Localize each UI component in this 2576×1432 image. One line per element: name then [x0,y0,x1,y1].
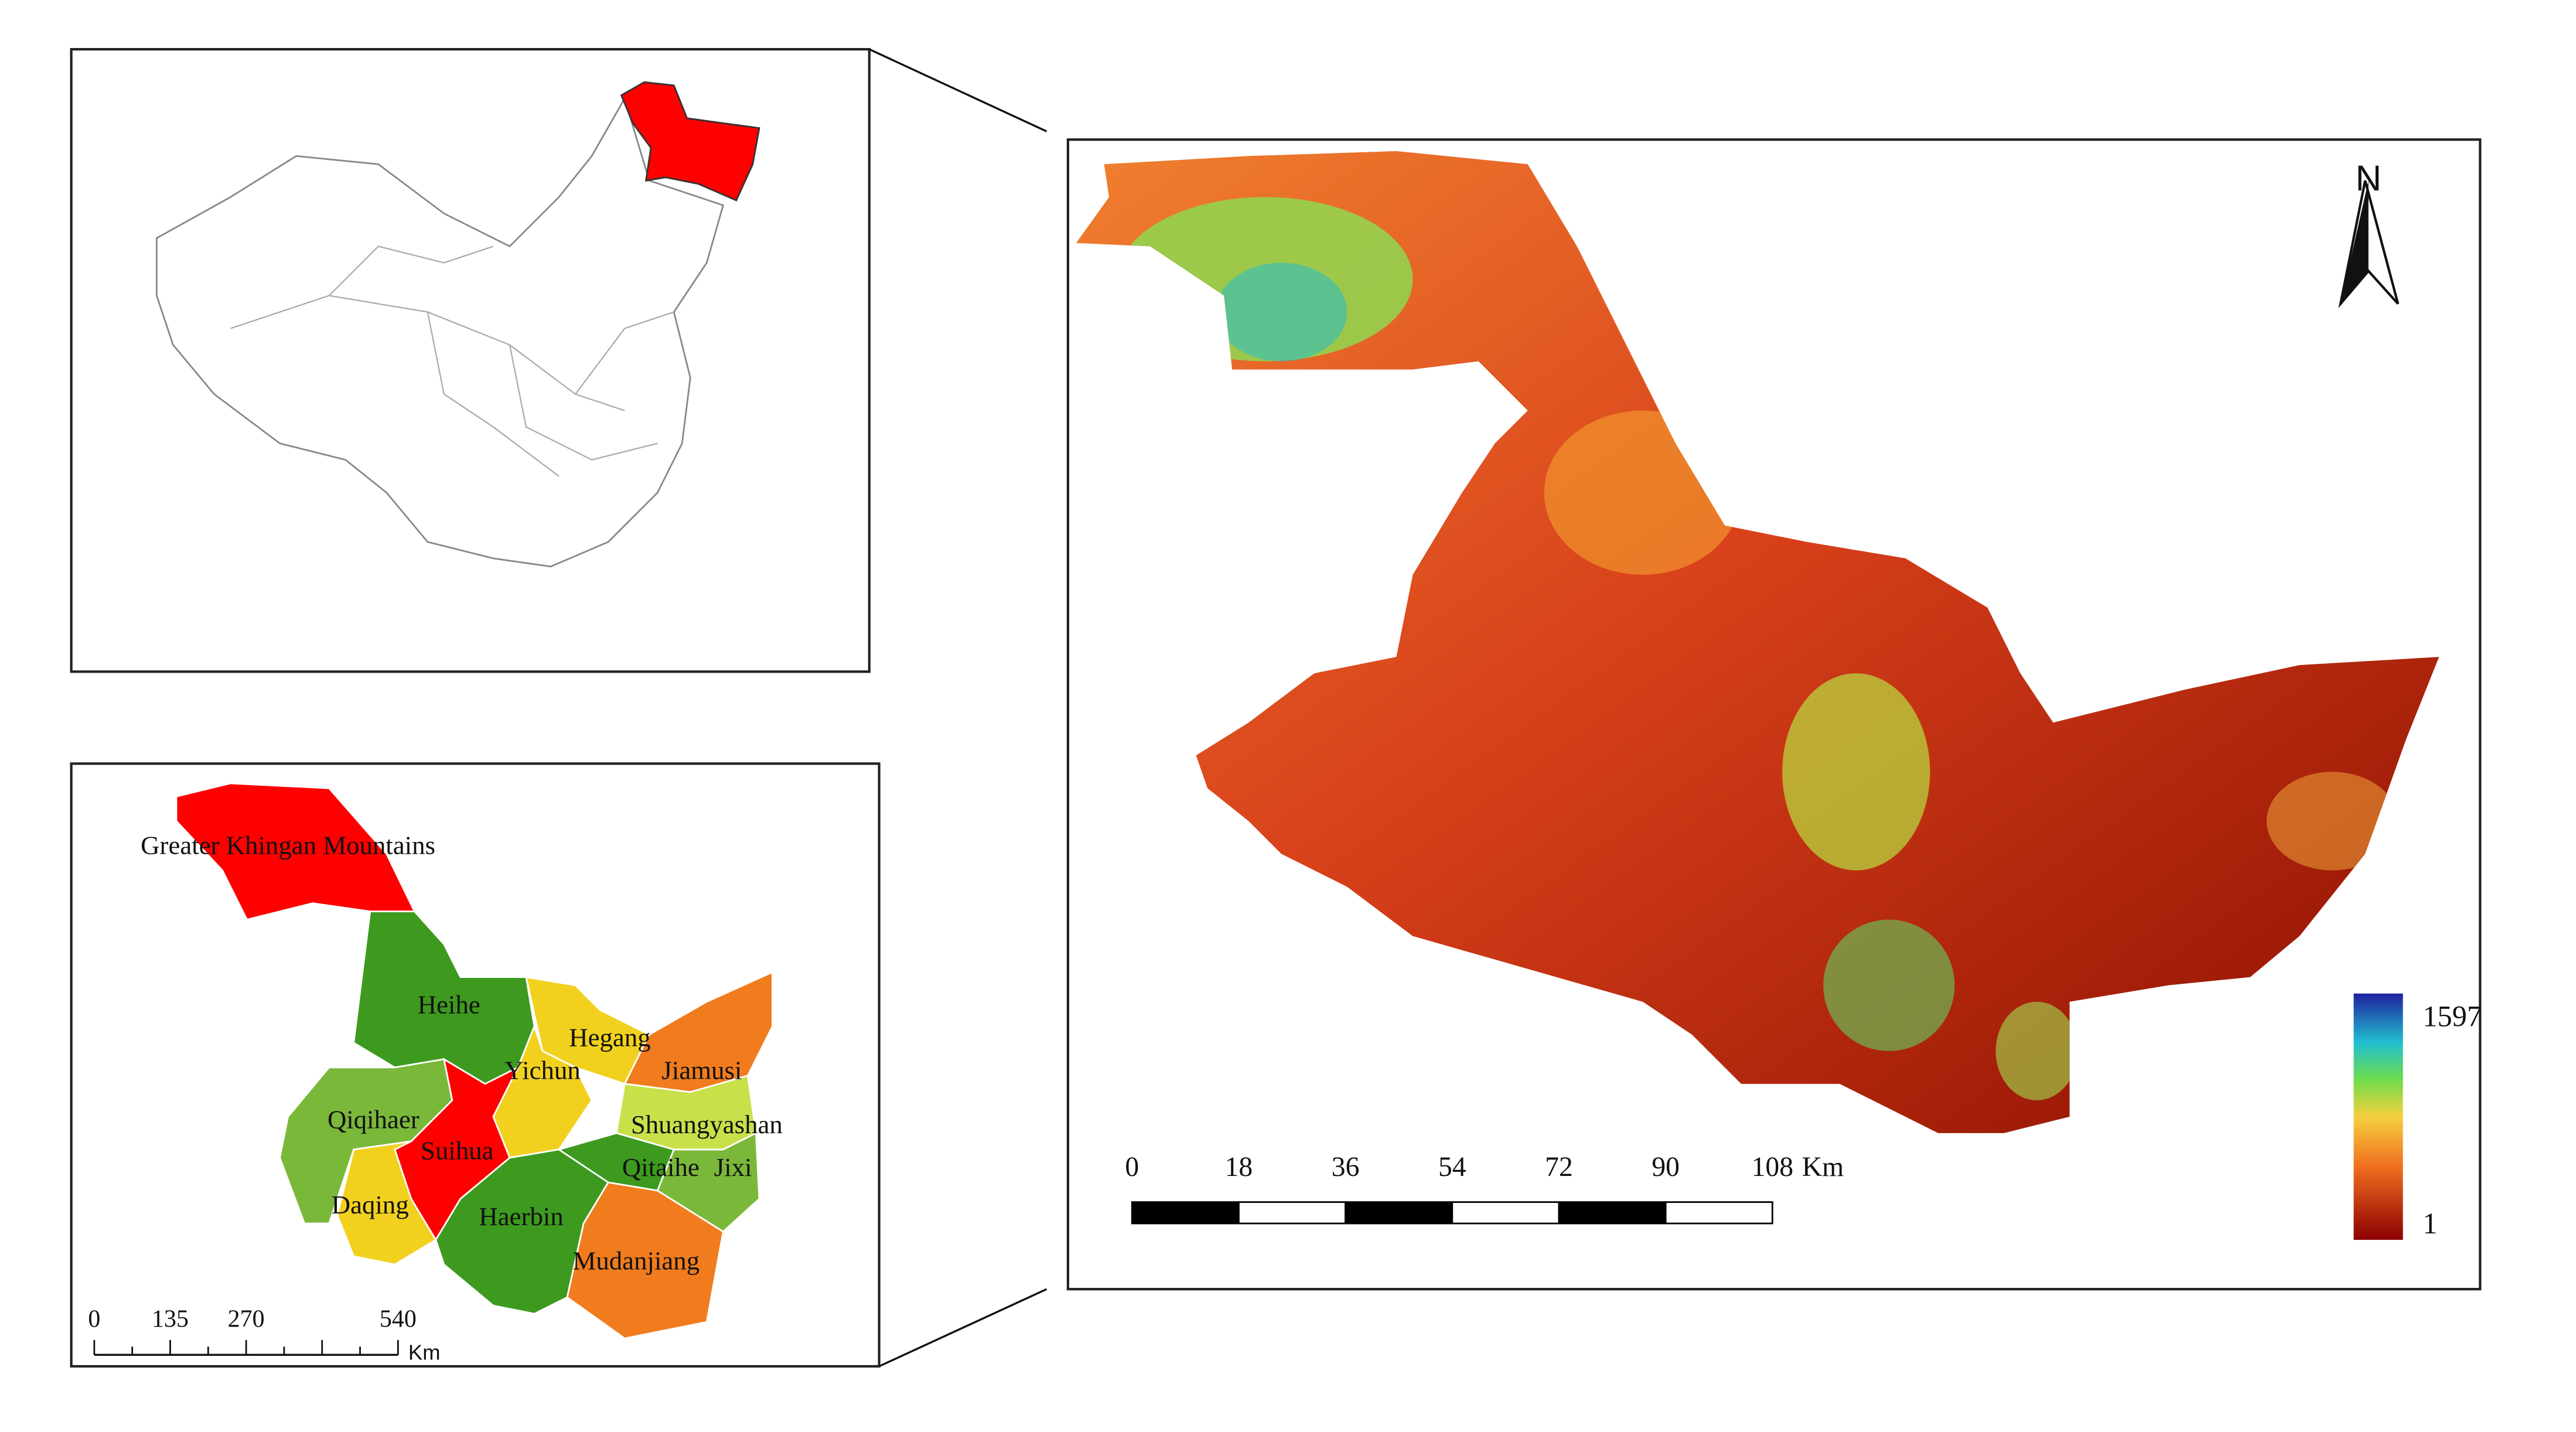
connector [878,1288,1048,1368]
region-label: Mudanjiang [572,1246,700,1276]
scale-label: 108 [1752,1152,1793,1182]
scale-label: 18 [1225,1152,1253,1182]
legend-max: 1597 [2423,1000,2482,1033]
regional-map: Greater Khingan Mountains Heihe HegangYich… [70,762,881,1368]
scale-label: 270 [228,1306,265,1333]
scale-label: 72 [1545,1152,1573,1182]
region-label: Yichun [504,1055,581,1085]
region-label: Suihua [421,1136,494,1165]
location-map [70,47,871,673]
scale-unit: Km [408,1341,441,1365]
scale-segment [1238,1201,1346,1225]
scale-segment [1451,1201,1560,1225]
elevation-map: N 0 18 36 54 72 90 108 Km 1597 1 [1066,138,2482,1291]
region-label: Greater Khingan Mountains [141,830,435,860]
frame [70,762,881,1368]
scale-label: 135 [152,1306,189,1333]
region-label: Qiqihaer [327,1104,419,1134]
region-label: Haerbin [479,1202,563,1231]
color-bar [2353,993,2403,1240]
scale-label: 36 [1332,1152,1360,1182]
region-label: Heihe [418,990,480,1019]
region-label: Jiamusi [661,1055,742,1085]
north-arrow [2340,180,2369,304]
scale-label: 90 [1652,1152,1680,1182]
region-label: Jixi [714,1153,752,1182]
north-label: N [2355,158,2381,199]
legend-min: 1 [2423,1207,2437,1240]
region [566,1181,724,1339]
scale-segment [1664,1201,1773,1225]
scale-label: 54 [1438,1152,1466,1182]
frame [70,47,871,673]
connector [869,48,1048,132]
china-outline [156,96,725,568]
scale-label: 540 [380,1306,417,1333]
scale-label: 0 [1125,1152,1139,1182]
region-label: Shuangyashan [631,1110,783,1139]
scale-label: 0 [88,1306,100,1333]
scale-segment [1558,1201,1667,1225]
scale-segment [1345,1201,1454,1225]
region-label: Daqing [332,1190,409,1219]
region-label: Hegang [569,1022,650,1052]
frame [1066,138,2482,1291]
heilongjiang-highlight [620,81,760,202]
region-label: Qitaihe [622,1153,700,1182]
scale-segment [1131,1201,1240,1225]
scale-unit: Km [1802,1152,1844,1182]
province-borders [230,246,674,477]
